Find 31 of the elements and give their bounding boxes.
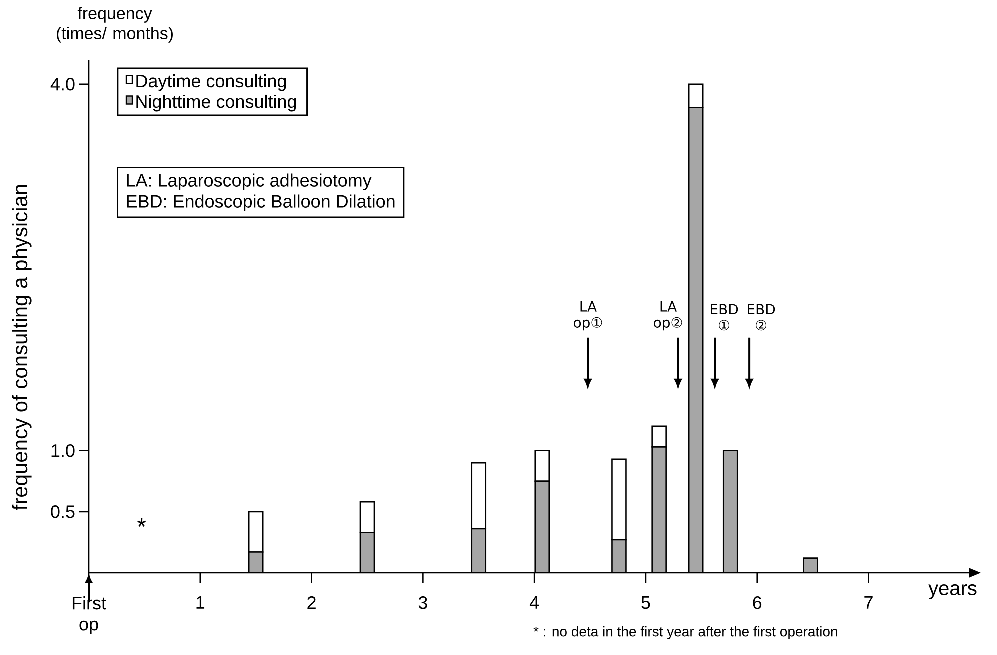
legend-label: Nighttime consulting	[136, 94, 296, 112]
x-tick-label: 4	[530, 596, 540, 609]
x-tick-label: 6	[753, 596, 762, 610]
x-tick-label: First op	[72, 596, 106, 634]
chart-title: frequency (times/ months)	[57, 7, 173, 43]
x-axis-title: years	[928, 584, 977, 600]
bar	[534, 450, 550, 482]
bar	[360, 501, 376, 534]
x-tick-label: 7	[864, 596, 873, 609]
bar	[612, 458, 627, 541]
ref-line-label: LA op①	[574, 302, 602, 331]
y-axis-title: frequency of consulting a physician	[12, 185, 32, 510]
annotation: *	[138, 518, 146, 527]
x-tick-label: 2	[308, 596, 316, 610]
y-tick-label: 0.5	[51, 506, 75, 518]
x-tick-label: 5	[642, 596, 650, 610]
bar	[652, 426, 667, 448]
y-tick-label: 1.0	[52, 444, 75, 458]
ref-line-label: LA op②	[654, 302, 682, 331]
ref-line-label: EBD ②	[748, 304, 776, 331]
annotation: LA: Laparoscopic adhesiotomy	[127, 174, 372, 191]
legend-label: Daytime consulting	[136, 74, 286, 92]
annotation: EBD: Endoscopic Balloon Dilation	[127, 194, 395, 212]
x-tick-label: 1	[196, 596, 205, 609]
bar	[689, 108, 704, 573]
bar	[471, 462, 487, 530]
ref-line-label: EBD ①	[711, 304, 738, 331]
y-tick-label: 4.0	[50, 78, 75, 91]
x-tick-label: 3	[418, 596, 428, 610]
text: * : no deta in the first year after the first operation	[534, 626, 838, 640]
bar	[360, 532, 374, 573]
